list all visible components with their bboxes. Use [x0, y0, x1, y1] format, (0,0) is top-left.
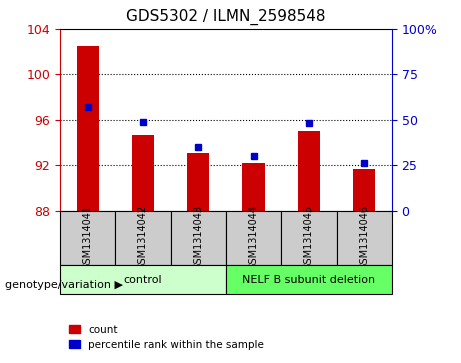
- Text: GSM1314041: GSM1314041: [83, 205, 93, 270]
- Bar: [353, 168, 375, 211]
- Bar: [187, 153, 209, 211]
- Text: GSM1314045: GSM1314045: [304, 205, 314, 270]
- FancyBboxPatch shape: [337, 211, 392, 265]
- FancyBboxPatch shape: [60, 211, 115, 265]
- Text: control: control: [124, 274, 162, 285]
- Text: GSM1314046: GSM1314046: [359, 205, 369, 270]
- FancyBboxPatch shape: [226, 265, 392, 294]
- FancyBboxPatch shape: [115, 211, 171, 265]
- Bar: [132, 135, 154, 211]
- FancyBboxPatch shape: [226, 211, 281, 265]
- Legend: count, percentile rank within the sample: count, percentile rank within the sample: [65, 321, 268, 354]
- Bar: [242, 163, 265, 211]
- Text: NELF B subunit deletion: NELF B subunit deletion: [242, 274, 375, 285]
- FancyBboxPatch shape: [171, 211, 226, 265]
- Text: GSM1314042: GSM1314042: [138, 205, 148, 270]
- Title: GDS5302 / ILMN_2598548: GDS5302 / ILMN_2598548: [126, 9, 325, 25]
- Bar: [298, 131, 320, 211]
- Bar: [77, 46, 99, 211]
- Text: GSM1314044: GSM1314044: [248, 205, 259, 270]
- Text: GSM1314043: GSM1314043: [193, 205, 203, 270]
- FancyBboxPatch shape: [281, 211, 337, 265]
- FancyBboxPatch shape: [60, 265, 226, 294]
- Text: genotype/variation ▶: genotype/variation ▶: [5, 280, 123, 290]
